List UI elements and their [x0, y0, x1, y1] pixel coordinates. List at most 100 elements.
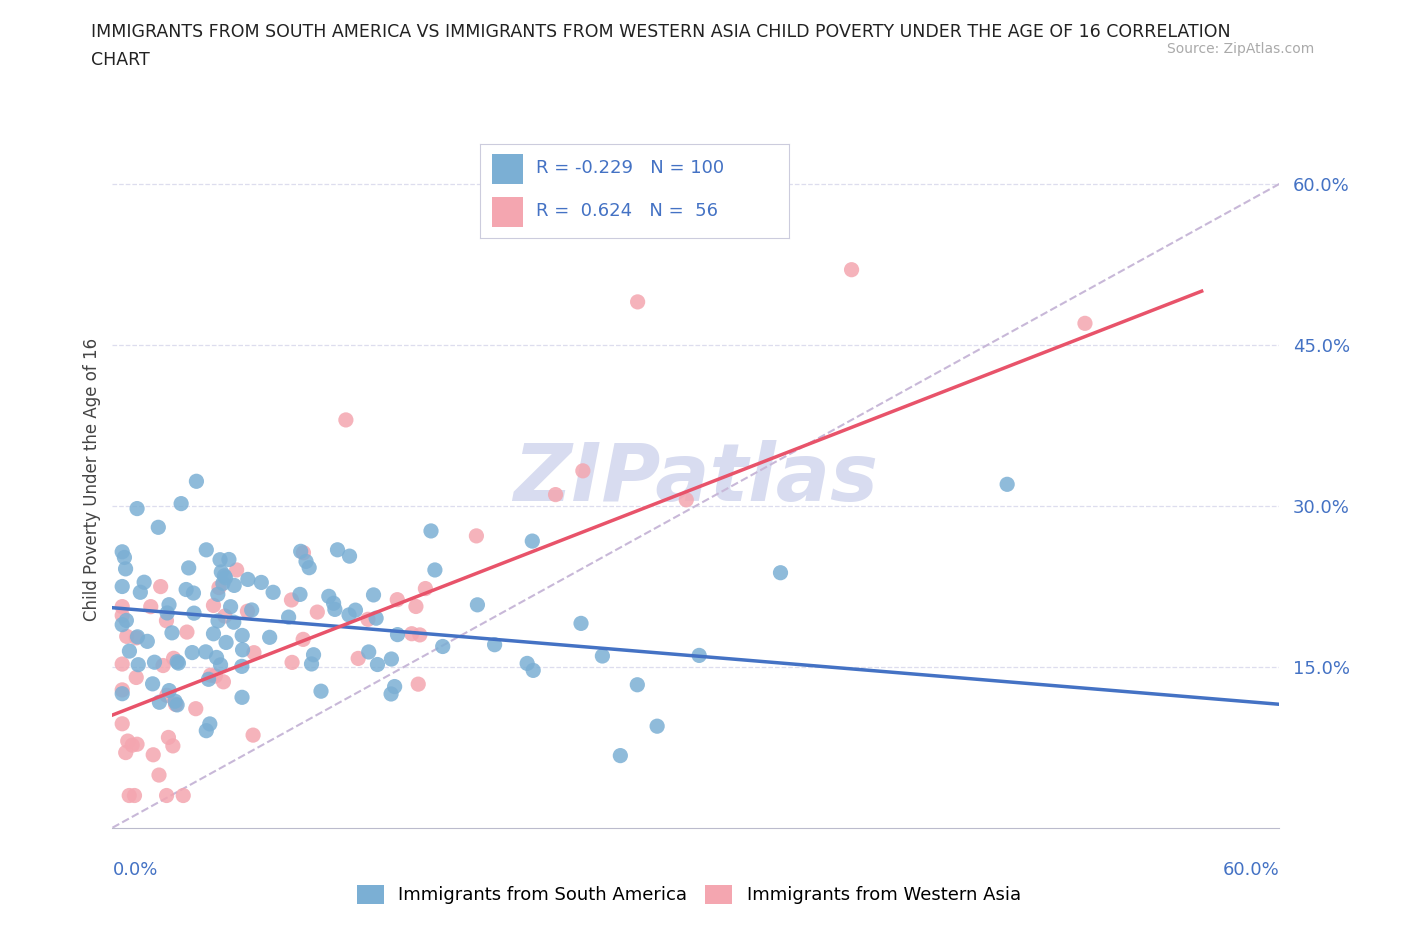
Point	[111, 686, 134, 701]
Point	[160, 625, 183, 640]
Point	[240, 603, 263, 618]
Point	[212, 674, 235, 689]
Point	[167, 656, 190, 671]
Point	[357, 644, 380, 659]
Point	[198, 716, 221, 731]
Point	[214, 570, 236, 585]
Point	[262, 585, 284, 600]
Point	[111, 608, 134, 623]
Point	[152, 658, 174, 673]
Point	[186, 474, 208, 489]
Point	[143, 655, 166, 670]
Point	[1074, 316, 1097, 331]
Point	[134, 575, 156, 590]
Point	[111, 657, 134, 671]
Point	[156, 605, 179, 620]
Point	[401, 626, 423, 641]
Point	[337, 607, 360, 622]
Point	[288, 587, 311, 602]
Point	[301, 657, 323, 671]
Point	[207, 587, 229, 602]
Point	[166, 698, 188, 712]
Point	[142, 748, 165, 763]
Point	[111, 683, 134, 698]
Point	[149, 579, 172, 594]
Point	[148, 520, 170, 535]
Point	[157, 684, 180, 698]
Point	[295, 554, 318, 569]
Point	[208, 580, 231, 595]
Point	[298, 560, 321, 575]
Point	[335, 413, 357, 428]
Point	[309, 684, 332, 698]
Point	[163, 694, 186, 709]
Point	[688, 648, 710, 663]
Point	[124, 788, 146, 803]
Point	[115, 613, 138, 628]
Text: Source: ZipAtlas.com: Source: ZipAtlas.com	[1167, 42, 1315, 56]
Point	[841, 262, 863, 277]
Point	[177, 561, 200, 576]
Point	[209, 658, 232, 672]
Point	[406, 677, 429, 692]
Point	[112, 550, 135, 565]
Point	[326, 542, 349, 557]
Point	[405, 599, 427, 614]
Point	[363, 588, 385, 603]
Text: IMMIGRANTS FROM SOUTH AMERICA VS IMMIGRANTS FROM WESTERN ASIA CHILD POVERTY UNDE: IMMIGRANTS FROM SOUTH AMERICA VS IMMIGRA…	[91, 23, 1232, 41]
Point	[290, 544, 312, 559]
Point	[591, 648, 613, 663]
Point	[202, 598, 225, 613]
Point	[170, 497, 193, 512]
Point	[344, 603, 367, 618]
Point	[232, 643, 254, 658]
Point	[115, 629, 138, 644]
Text: CHART: CHART	[91, 51, 150, 69]
Point	[195, 542, 218, 557]
Point	[236, 604, 259, 618]
Point	[125, 670, 148, 684]
Point	[626, 677, 648, 692]
Point	[162, 651, 184, 666]
Point	[236, 572, 259, 587]
Point	[242, 727, 264, 742]
Point	[205, 650, 228, 665]
Point	[209, 552, 232, 567]
Point	[467, 597, 489, 612]
Point	[609, 748, 631, 763]
Point	[127, 630, 149, 644]
Point	[675, 492, 697, 507]
Point	[387, 592, 409, 607]
Point	[347, 651, 370, 666]
Point	[281, 655, 304, 670]
Point	[184, 701, 207, 716]
Point	[117, 734, 139, 749]
Point	[432, 639, 454, 654]
Point	[114, 745, 136, 760]
Point	[174, 582, 197, 597]
Point	[231, 690, 253, 705]
Point	[522, 663, 544, 678]
Point	[292, 631, 315, 646]
Point	[522, 534, 544, 549]
Point	[250, 575, 273, 590]
Point	[118, 788, 141, 803]
Text: 60.0%: 60.0%	[1223, 860, 1279, 879]
Point	[544, 487, 567, 502]
Point	[322, 596, 344, 611]
Point	[420, 524, 443, 538]
Point	[222, 615, 245, 630]
Point	[465, 528, 488, 543]
Point	[114, 562, 136, 577]
Point	[307, 604, 329, 619]
Point	[516, 656, 538, 671]
Point	[136, 634, 159, 649]
Point	[243, 645, 266, 660]
Point	[357, 612, 380, 627]
Point	[111, 579, 134, 594]
Point	[380, 652, 402, 667]
Point	[183, 586, 205, 601]
Point	[484, 637, 506, 652]
Point	[156, 688, 179, 703]
Point	[215, 635, 238, 650]
